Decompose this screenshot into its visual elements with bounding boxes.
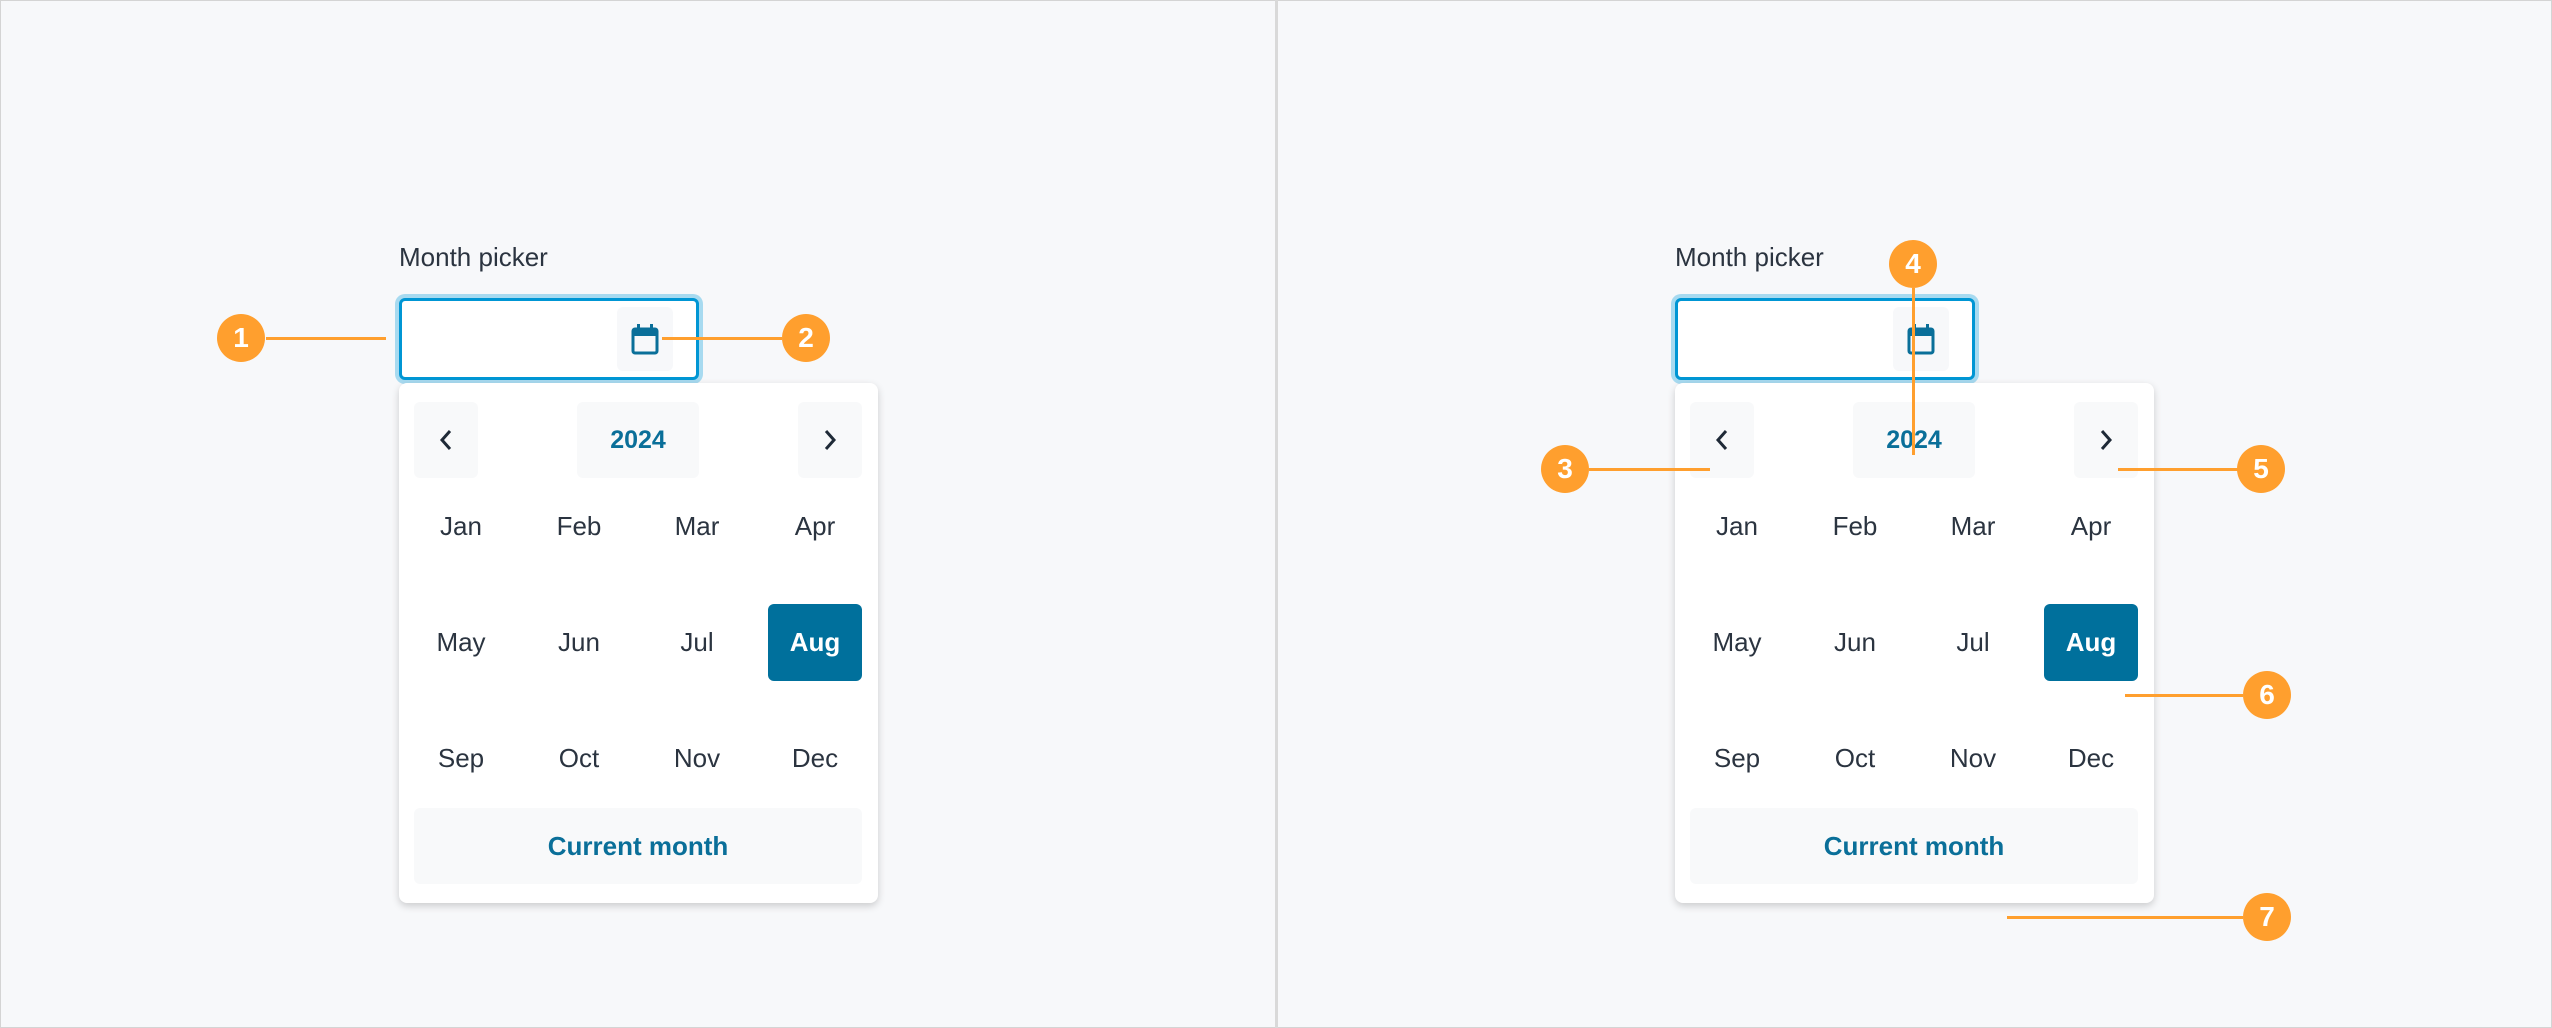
previous-year-button[interactable] [414, 402, 478, 478]
month-option-dec[interactable]: Dec [768, 720, 862, 797]
annotation-line [2125, 694, 2243, 697]
annotation-line [266, 337, 386, 340]
annotation-line [2118, 468, 2238, 471]
chevron-right-icon [824, 430, 837, 450]
next-year-button[interactable] [798, 402, 862, 478]
month-option-mar[interactable]: Mar [1926, 488, 2020, 565]
month-option-jan[interactable]: Jan [414, 488, 508, 565]
month-option-jun[interactable]: Jun [532, 604, 626, 681]
chevron-right-icon [2100, 430, 2113, 450]
month-option-nov[interactable]: Nov [650, 720, 744, 797]
annotation-badge: 4 [1889, 240, 1937, 288]
current-month-button[interactable]: Current month [414, 808, 862, 884]
panel-left: Month picker 2024 Jan Feb Mar Apr May Jun Jul A… [399, 242, 878, 903]
annotation-badge: 5 [2237, 445, 2285, 493]
month-option-aug[interactable]: Aug [768, 604, 862, 681]
month-option-sep[interactable]: Sep [414, 720, 508, 797]
panel-divider [1275, 0, 1278, 1028]
field-label: Month picker [399, 242, 548, 272]
month-dropdown: 2024 JanFebMarAprMayJunJulAugSepOctNovDe… [1675, 383, 2154, 903]
panel-right: Month picker 2024 JanFebMarAprMayJunJulA… [1276, 0, 2552, 1028]
month-option-jun[interactable]: Jun [1808, 604, 1902, 681]
annotation-line [1912, 288, 1915, 455]
month-dropdown: 2024 Jan Feb Mar Apr May Jun Jul Aug Sep Oct Nov De… [399, 383, 878, 903]
calendar-button[interactable] [1893, 307, 1949, 371]
annotation-badge: 2 [782, 314, 830, 362]
chevron-left-icon [1715, 430, 1728, 450]
annotation-line [2007, 916, 2243, 919]
next-year-button[interactable] [2074, 402, 2138, 478]
month-option-feb[interactable]: Feb [1808, 488, 1902, 565]
month-option-sep[interactable]: Sep [1690, 720, 1784, 797]
annotation-badge: 3 [1541, 445, 1589, 493]
month-input[interactable] [399, 298, 699, 380]
annotation-line [1589, 468, 1710, 471]
month-option-jul[interactable]: Jul [650, 604, 744, 681]
annotation-badge: 1 [217, 314, 265, 362]
month-option-oct[interactable]: Oct [532, 720, 626, 797]
month-option-feb[interactable]: Feb [532, 488, 626, 565]
previous-year-button[interactable] [1690, 402, 1754, 478]
annotation-badge: 7 [2243, 893, 2291, 941]
month-option-apr[interactable]: Apr [2044, 488, 2138, 565]
month-option-may[interactable]: May [414, 604, 508, 681]
month-option-may[interactable]: May [1690, 604, 1784, 681]
month-option-oct[interactable]: Oct [1808, 720, 1902, 797]
month-option-dec[interactable]: Dec [2044, 720, 2138, 797]
month-option-mar[interactable]: Mar [650, 488, 744, 565]
chevron-left-icon [439, 430, 452, 450]
calendar-icon [631, 324, 659, 355]
current-month-button[interactable]: Current month [1690, 808, 2138, 884]
month-option-jul[interactable]: Jul [1926, 604, 2020, 681]
field-label: Month picker [1675, 242, 1824, 272]
annotation-line [662, 337, 782, 340]
year-button[interactable]: 2024 [577, 402, 699, 478]
annotation-badge: 6 [2243, 671, 2291, 719]
month-option-jan[interactable]: Jan [1690, 488, 1784, 565]
month-option-nov[interactable]: Nov [1926, 720, 2020, 797]
month-input[interactable] [1675, 298, 1975, 380]
month-option-aug[interactable]: Aug [2044, 604, 2138, 681]
month-option-apr[interactable]: Apr [768, 488, 862, 565]
